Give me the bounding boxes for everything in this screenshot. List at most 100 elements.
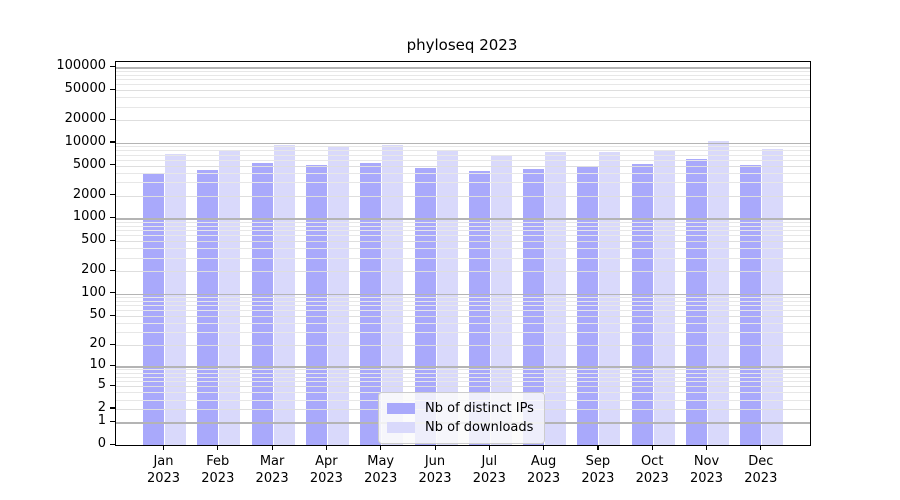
gridline-10000	[116, 142, 810, 145]
bar-ips-jun	[414, 168, 436, 445]
gridline-100000	[116, 67, 810, 69]
y-tick-label-0: 0	[97, 436, 106, 451]
gridline-900	[116, 221, 810, 223]
bar-ips-mar	[251, 163, 273, 445]
x-tick-label-aug: Aug 2023	[527, 454, 561, 486]
x-tick-label-feb: Feb 2023	[201, 454, 235, 486]
grid-layer	[116, 62, 810, 445]
gridline-70000	[116, 79, 810, 81]
bar-downloads-jan	[165, 154, 186, 445]
x-tick-mark-dec	[760, 445, 762, 450]
gridline-2000	[116, 195, 810, 197]
y-tick-mark-50000	[110, 88, 115, 90]
gridline-7	[116, 376, 810, 378]
y-tick-mark-1	[110, 420, 115, 422]
x-tick-mark-feb	[217, 445, 219, 450]
gridline-600	[116, 235, 810, 237]
gridline-500	[116, 241, 810, 243]
bar-downloads-nov	[708, 141, 729, 445]
x-tick-mark-nov	[706, 445, 708, 450]
legend-label-ips: Nb of distinct IPs	[425, 401, 534, 416]
y-tick-mark-0	[110, 443, 115, 445]
x-tick-mark-jan	[163, 445, 165, 450]
bar-ips-aug	[523, 169, 545, 445]
y-tick-label-500: 500	[81, 232, 106, 248]
y-tick-mark-5	[110, 384, 115, 386]
gridline-20	[116, 345, 810, 347]
bar-downloads-jul	[490, 155, 512, 445]
gridline-50	[116, 316, 810, 318]
y-tick-label-100: 100	[81, 284, 106, 300]
gridline-3000	[116, 182, 810, 184]
x-tick-label-oct: Oct 2023	[635, 454, 669, 486]
gridline-5000	[116, 165, 810, 167]
x-tick-label-jan: Jan 2023	[146, 454, 181, 486]
gridline-700	[116, 230, 810, 232]
x-tick-mark-aug	[543, 445, 545, 450]
bar-ips-feb	[197, 170, 219, 445]
legend-item-distinct-ips: Nb of distinct IPs	[387, 399, 534, 418]
y-tick-label-1000: 1000	[72, 209, 106, 225]
chart-title: phyloseq 2023	[406, 36, 518, 54]
gridline-5	[116, 386, 810, 388]
x-tick-mark-jul	[488, 445, 490, 450]
y-tick-mark-20	[110, 343, 115, 345]
gridline-8000	[116, 150, 810, 152]
gridline-70	[116, 305, 810, 307]
gridline-60	[116, 310, 810, 312]
x-tick-label-may: May 2023	[364, 454, 398, 486]
gridline-300	[116, 257, 810, 259]
y-tick-label-20000: 20000	[64, 111, 106, 127]
legend-item-downloads: Nb of downloads	[387, 418, 534, 437]
x-tick-mark-mar	[271, 445, 273, 450]
gridline-40000	[116, 97, 810, 99]
bar-ips-dec	[740, 164, 762, 445]
gridline-50000	[116, 90, 810, 92]
x-tick-label-mar: Mar 2023	[255, 454, 289, 486]
y-tick-label-5000: 5000	[72, 156, 106, 172]
y-tick-label-200: 200	[81, 262, 106, 278]
y-tick-label-10: 10	[89, 357, 106, 373]
bar-downloads-dec	[762, 148, 784, 445]
x-tick-label-sep: Sep 2023	[581, 454, 615, 486]
gridline-90000	[116, 70, 810, 72]
y-tick-label-10000: 10000	[64, 133, 106, 149]
x-tick-label-dec: Dec 2023	[744, 454, 778, 486]
x-tick-label-jul: Jul 2023	[472, 454, 506, 486]
bar-ips-jul	[468, 171, 490, 445]
bar-downloads-aug	[545, 152, 567, 445]
y-tick-label-2000: 2000	[72, 186, 106, 202]
y-tick-label-20: 20	[89, 336, 106, 352]
x-tick-mark-sep	[597, 445, 599, 450]
bar-downloads-sep	[599, 151, 621, 445]
y-tick-label-2: 2	[97, 399, 106, 415]
x-tick-mark-may	[380, 445, 382, 450]
legend: Nb of distinct IPs Nb of downloads	[378, 392, 545, 444]
y-tick-mark-100	[110, 292, 115, 294]
gridline-4000	[116, 172, 810, 174]
y-tick-label-50: 50	[89, 307, 106, 323]
y-tick-label-100000: 100000	[56, 58, 106, 74]
gridline-400	[116, 248, 810, 250]
y-tick-mark-1000	[110, 216, 115, 219]
y-tick-mark-200	[110, 269, 115, 271]
gridline-80000	[116, 74, 810, 76]
x-tick-label-apr: Apr 2023	[309, 454, 343, 486]
gridline-9	[116, 369, 810, 371]
y-tick-label-5: 5	[97, 377, 106, 393]
gridline-6	[116, 381, 810, 383]
y-tick-mark-2	[110, 407, 115, 409]
y-tick-mark-20000	[110, 118, 115, 120]
legend-swatch-downloads	[387, 422, 415, 433]
x-tick-label-jun: Jun 2023	[418, 454, 452, 486]
gridline-800	[116, 225, 810, 227]
y-tick-mark-50	[110, 314, 115, 316]
y-tick-mark-500	[110, 239, 115, 241]
gridline-200	[116, 271, 810, 273]
y-tick-mark-5000	[110, 164, 115, 166]
y-tick-mark-10	[110, 364, 115, 367]
gridline-30000	[116, 106, 810, 108]
gridline-1000	[116, 218, 810, 220]
y-tick-mark-10000	[110, 141, 115, 143]
